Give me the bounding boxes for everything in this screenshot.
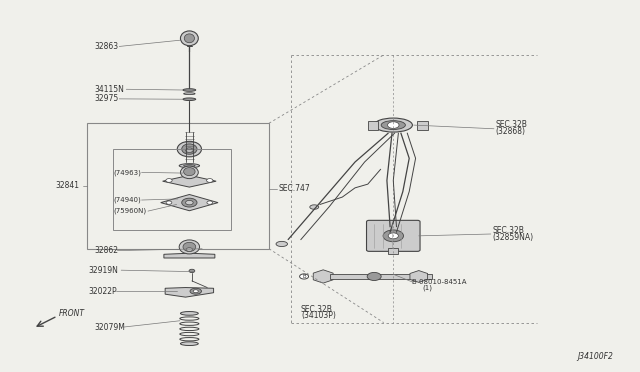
Ellipse shape bbox=[300, 274, 308, 279]
Text: (74940): (74940) bbox=[113, 197, 141, 203]
Text: 32975: 32975 bbox=[95, 94, 118, 103]
Ellipse shape bbox=[310, 205, 319, 209]
Text: (1): (1) bbox=[422, 285, 432, 291]
Text: 34115N: 34115N bbox=[95, 85, 124, 94]
Ellipse shape bbox=[179, 240, 200, 254]
Ellipse shape bbox=[177, 141, 202, 157]
Ellipse shape bbox=[184, 93, 195, 94]
Text: SEC.747: SEC.747 bbox=[278, 185, 310, 193]
Bar bbox=[88, 123, 269, 249]
Ellipse shape bbox=[190, 288, 202, 294]
Text: 32079M: 32079M bbox=[95, 323, 125, 331]
Text: B 08010-8451A: B 08010-8451A bbox=[412, 279, 467, 285]
Ellipse shape bbox=[183, 98, 196, 100]
Bar bbox=[113, 149, 231, 230]
Ellipse shape bbox=[193, 290, 198, 293]
Text: (74963): (74963) bbox=[113, 169, 141, 176]
Ellipse shape bbox=[374, 118, 412, 132]
Text: SEC.32B: SEC.32B bbox=[495, 120, 527, 129]
Text: (75960N): (75960N) bbox=[113, 208, 147, 214]
Polygon shape bbox=[163, 175, 216, 187]
Ellipse shape bbox=[189, 269, 195, 273]
Polygon shape bbox=[410, 270, 428, 282]
Ellipse shape bbox=[207, 179, 213, 182]
Text: 32863: 32863 bbox=[95, 42, 118, 51]
Ellipse shape bbox=[182, 144, 197, 154]
Ellipse shape bbox=[182, 198, 197, 207]
Ellipse shape bbox=[186, 248, 193, 251]
Bar bbox=[330, 273, 431, 279]
Ellipse shape bbox=[367, 272, 381, 280]
Ellipse shape bbox=[381, 121, 405, 129]
Polygon shape bbox=[164, 253, 215, 258]
Polygon shape bbox=[313, 270, 333, 283]
Ellipse shape bbox=[180, 166, 198, 179]
Ellipse shape bbox=[388, 122, 399, 128]
Text: (34103P): (34103P) bbox=[301, 311, 336, 320]
Ellipse shape bbox=[186, 148, 193, 153]
Ellipse shape bbox=[186, 201, 193, 205]
Ellipse shape bbox=[183, 89, 196, 91]
Text: SEC.32B: SEC.32B bbox=[492, 226, 524, 235]
Ellipse shape bbox=[179, 164, 200, 168]
Ellipse shape bbox=[166, 201, 172, 204]
Text: 32022P: 32022P bbox=[88, 287, 116, 296]
Text: 32841: 32841 bbox=[56, 182, 79, 190]
Text: J34100F2: J34100F2 bbox=[577, 352, 613, 361]
Ellipse shape bbox=[276, 241, 287, 247]
Ellipse shape bbox=[388, 233, 398, 239]
Ellipse shape bbox=[183, 242, 196, 251]
Polygon shape bbox=[165, 288, 214, 297]
Bar bbox=[417, 121, 428, 129]
Text: (32868): (32868) bbox=[495, 127, 525, 136]
Ellipse shape bbox=[180, 342, 198, 346]
Text: B: B bbox=[302, 274, 306, 279]
Ellipse shape bbox=[184, 34, 195, 43]
Text: (32859NA): (32859NA) bbox=[492, 233, 533, 242]
Ellipse shape bbox=[166, 179, 172, 182]
Text: 32862: 32862 bbox=[95, 246, 118, 255]
Bar bbox=[388, 248, 398, 254]
Ellipse shape bbox=[180, 311, 198, 315]
Bar bbox=[368, 121, 378, 129]
Text: 32919N: 32919N bbox=[88, 266, 118, 275]
Polygon shape bbox=[161, 195, 218, 211]
Ellipse shape bbox=[180, 31, 198, 46]
Ellipse shape bbox=[184, 167, 195, 176]
Ellipse shape bbox=[184, 164, 195, 167]
FancyBboxPatch shape bbox=[367, 220, 420, 251]
Ellipse shape bbox=[207, 201, 212, 204]
Text: SEC.32B: SEC.32B bbox=[301, 305, 333, 314]
Text: FRONT: FRONT bbox=[59, 309, 84, 318]
Ellipse shape bbox=[383, 230, 403, 242]
